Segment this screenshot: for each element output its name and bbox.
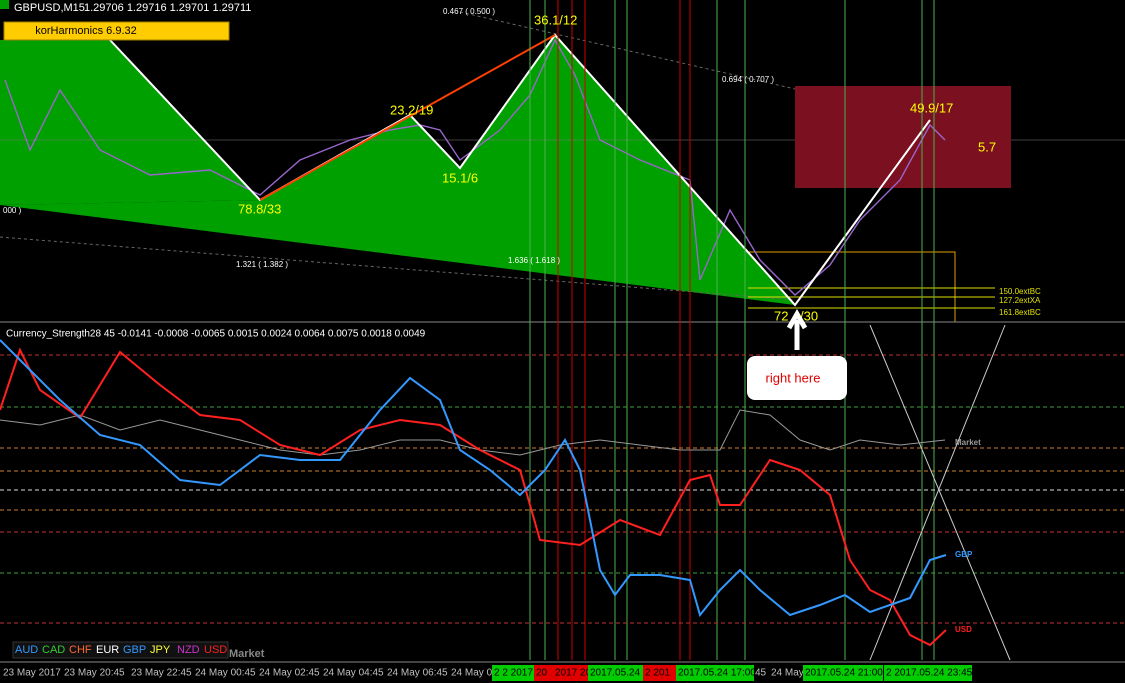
time-tag: 2 201: [645, 668, 670, 679]
time-tag: 2017 20: [555, 668, 592, 679]
symbol-icon: [0, 0, 9, 9]
point-label: 23.2/19: [390, 102, 433, 117]
indicator-title: Currency_Strength28 45 -0.0141 -0.0008 -…: [6, 329, 426, 340]
point-label: 36.1/12: [534, 12, 577, 27]
legend-item: AUD: [15, 644, 38, 656]
line-label: Market: [955, 438, 981, 447]
market-line: [0, 409, 946, 456]
fib-label: 0.467 ( 0.500 ): [443, 7, 495, 16]
indicator-toolbar[interactable]: [3, 21, 230, 41]
line-label: USD: [955, 625, 972, 634]
point-label: 49.9/17: [910, 100, 953, 115]
point-label: 78.8/33: [238, 201, 281, 216]
point-label: 72: [774, 308, 788, 323]
time-tag: 2 2017.05.24 23:45: [886, 668, 973, 679]
time-label: 23 May 22:45: [131, 668, 192, 679]
time-label: 23 May 2017: [3, 668, 61, 679]
indicator-name: korHarmonics 6.9.32: [35, 25, 137, 37]
line-label: GBP: [955, 550, 973, 559]
fib-label: 000 ): [3, 206, 22, 215]
fib-label: 1.636 ( 1.618 ): [508, 256, 560, 265]
time-label: 45: [755, 668, 767, 679]
fib-line: [459, 11, 931, 121]
pattern-fill: [0, 40, 260, 205]
callout: right here: [766, 370, 821, 385]
level-lines: [0, 354, 1125, 624]
legend-item: USD: [204, 644, 227, 656]
point-label: 15.1/6: [442, 170, 478, 185]
price-trace: [4, 38, 946, 296]
time-tag: 2017.05.24 1: [590, 668, 649, 679]
legend-item: CHF: [69, 644, 92, 656]
target-zone: [795, 86, 1011, 188]
time-label: 24 May 06:45: [387, 668, 448, 679]
time-label: 24 May 0: [451, 668, 493, 679]
legend-item: NZD: [177, 644, 200, 656]
gbp-line: [0, 339, 947, 618]
time-label: 24 May 04:45: [323, 668, 384, 679]
time-label: 24 May 02:45: [259, 668, 320, 679]
callout-box: [747, 356, 847, 400]
legend-item: CAD: [42, 644, 65, 656]
fib-label: 0.694 ( 0.707 ): [722, 75, 774, 84]
legend-item: EUR: [96, 644, 119, 656]
time-axis: 23 May 2017 23 May 20:45 23 May 22:45 24…: [3, 665, 973, 681]
box-label: 5.7: [978, 139, 996, 154]
arrow: [786, 308, 808, 350]
fib-label: 1.321 ( 1.382 ): [236, 260, 288, 269]
pattern-fill: [0, 35, 795, 305]
time-tag: 2 2 2017: [494, 668, 533, 679]
time-tag: 2017.05.24 17:00: [678, 668, 756, 679]
pattern-line: [259, 34, 556, 201]
time-label: 24 May: [771, 668, 804, 679]
time-label: 24 May 00:45: [195, 668, 256, 679]
fib-line: [0, 236, 796, 301]
ext-label: 161.8extBC: [999, 308, 1041, 317]
ext-box: [748, 251, 956, 322]
usd-line: [0, 347, 947, 647]
point-label: /30: [800, 308, 818, 323]
legend-item: GBP: [123, 644, 146, 656]
legend-item: JPY: [150, 644, 171, 656]
symbol: GBPUSD,M15: [14, 2, 85, 14]
session-lines: [529, 0, 935, 660]
time-tag: 20: [536, 668, 548, 679]
cross-line: [869, 324, 1011, 661]
time-tag: 2017.05.24 21:00: [805, 668, 883, 679]
legend-market: Market: [229, 648, 265, 660]
legend: AUD CAD CHF EUR GBP JPY NZD USD: [12, 641, 229, 659]
ext-label: 127.2extXA: [999, 296, 1041, 305]
ext-label: 150.0extBC: [999, 287, 1041, 296]
time-label: 23 May 20:45: [64, 668, 125, 679]
prices: 1.29706 1.29716 1.29701 1.29711: [84, 2, 251, 14]
